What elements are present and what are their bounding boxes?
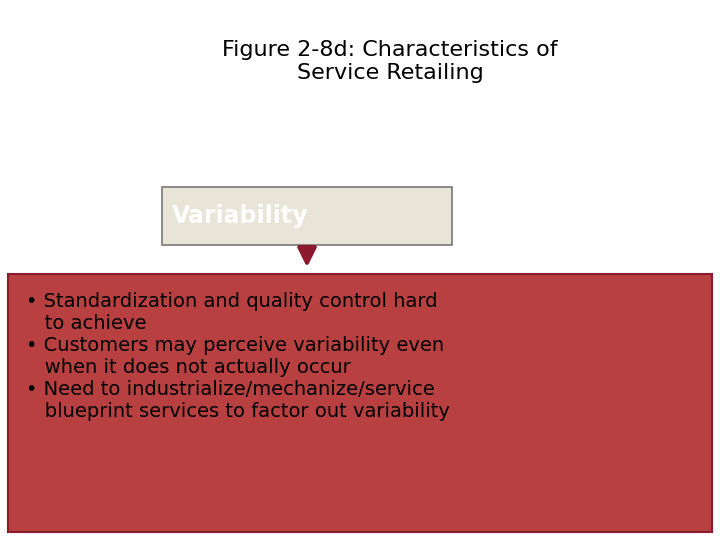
Text: • Need to industrialize/mechanize/service: • Need to industrialize/mechanize/servic… bbox=[26, 380, 435, 399]
Text: Variability: Variability bbox=[172, 204, 308, 228]
FancyBboxPatch shape bbox=[8, 274, 712, 532]
Text: to achieve: to achieve bbox=[26, 314, 146, 333]
FancyBboxPatch shape bbox=[162, 187, 452, 245]
Text: • Customers may perceive variability even: • Customers may perceive variability eve… bbox=[26, 336, 444, 355]
Text: Figure 2-8d: Characteristics of
Service Retailing: Figure 2-8d: Characteristics of Service … bbox=[222, 40, 558, 83]
Text: blueprint services to factor out variability: blueprint services to factor out variabi… bbox=[26, 402, 450, 421]
Text: when it does not actually occur: when it does not actually occur bbox=[26, 358, 351, 377]
Text: • Standardization and quality control hard: • Standardization and quality control ha… bbox=[26, 292, 438, 311]
